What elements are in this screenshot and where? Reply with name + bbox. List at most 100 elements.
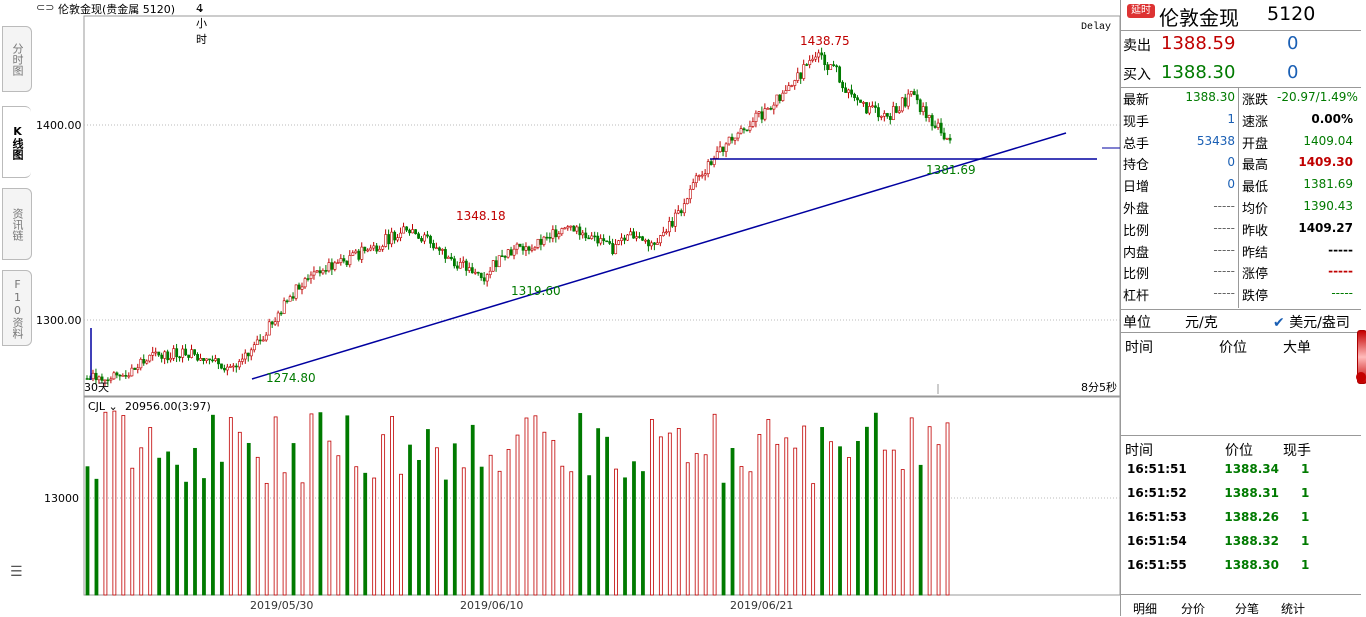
stat-value: 0 bbox=[1227, 155, 1235, 170]
big-col-price: 价位 bbox=[1219, 340, 1247, 356]
date-tick-2: 2019/06/10 bbox=[460, 599, 523, 612]
volume-tick-13000: 13000 bbox=[44, 492, 79, 505]
stat-value: ----- bbox=[1328, 242, 1353, 257]
sell-price: 1388.59 bbox=[1161, 33, 1236, 54]
stat-value: ----- bbox=[1213, 286, 1235, 301]
stat-value: 0.00% bbox=[1311, 111, 1353, 126]
buy-qty: 0 bbox=[1287, 62, 1299, 83]
annotation-last-low: 1381.69 bbox=[926, 163, 976, 177]
stat-value: 1409.30 bbox=[1298, 155, 1353, 170]
symbol-title: 伦敦金现(贵金属 5120) bbox=[58, 3, 176, 16]
date-tick-3: 2019/06/21 bbox=[730, 599, 793, 612]
tick-price: 1388.31 bbox=[1224, 486, 1279, 500]
annotation-low1: 1319.60 bbox=[511, 284, 561, 298]
tick-row: 16:51:55 1388.30 1 bbox=[1121, 554, 1361, 578]
stat-value: ----- bbox=[1328, 264, 1353, 279]
stat-label: 日增 bbox=[1123, 180, 1150, 196]
stat-label: 最高 bbox=[1242, 158, 1269, 174]
tick-col-qty: 现手 bbox=[1283, 443, 1311, 459]
tab-news[interactable]: 资讯链 bbox=[2, 188, 32, 260]
stat-label: 总手 bbox=[1123, 136, 1150, 152]
range-label: 30天 bbox=[84, 381, 109, 394]
tab-timeshare[interactable]: 分时图 bbox=[2, 26, 32, 92]
stat-value: 0 bbox=[1227, 177, 1235, 192]
stat-value: ----- bbox=[1213, 242, 1235, 257]
volume-bars bbox=[85, 410, 950, 596]
tick-price: 1388.34 bbox=[1224, 462, 1279, 476]
kline-chart[interactable]: 1400.00 1300.00 13000 2019/05/30 2019/06… bbox=[0, 0, 1120, 616]
price-tick-1400: 1400.00 bbox=[36, 119, 82, 132]
sell-label: 卖出 bbox=[1123, 38, 1151, 54]
volume-indicator-dropdown[interactable]: CJL ⌄ bbox=[88, 400, 118, 413]
quote-panel: 延时 伦敦金现 5120 卖出 1388.59 0 买入 1388.30 0 最… bbox=[1120, 0, 1366, 616]
stat-label: 比例 bbox=[1123, 267, 1150, 283]
stat-value: 1381.69 bbox=[1303, 177, 1353, 192]
big-col-time: 时间 bbox=[1125, 340, 1153, 356]
scroll-thumb[interactable] bbox=[1356, 372, 1366, 382]
tick-col-time: 时间 bbox=[1125, 443, 1153, 459]
left-tab-bar: 分时图 K线图 资讯链 F10资料 ☰ bbox=[0, 16, 32, 580]
tick-list: 16:51:51 1388.34 1 16:51:52 1388.31 1 16:5… bbox=[1121, 458, 1361, 588]
stat-label: 杠杆 bbox=[1123, 289, 1150, 305]
stat-label: 现手 bbox=[1123, 114, 1150, 130]
candlestick-series bbox=[85, 47, 952, 386]
stat-label: 昨收 bbox=[1242, 223, 1269, 239]
tick-qty: 1 bbox=[1301, 462, 1310, 476]
tick-col-price: 价位 bbox=[1225, 443, 1253, 459]
stat-label: 内盘 bbox=[1123, 245, 1150, 261]
instrument-name: 伦敦金现 bbox=[1159, 6, 1239, 30]
unit-label: 单位 bbox=[1123, 315, 1151, 331]
date-tick-1: 2019/05/30 bbox=[250, 599, 313, 612]
tick-price: 1388.32 bbox=[1224, 534, 1279, 548]
annotation-high: 1438.75 bbox=[800, 34, 850, 48]
stat-label: 均价 bbox=[1242, 202, 1269, 217]
stat-label: 持仓 bbox=[1123, 158, 1150, 174]
stat-label: 开盘 bbox=[1242, 136, 1269, 152]
link-icon: ⊂⊃ bbox=[36, 1, 55, 14]
stat-value: 1388.30 bbox=[1185, 90, 1235, 104]
stat-value: ----- bbox=[1213, 199, 1235, 213]
tab-stats[interactable]: 统计 bbox=[1281, 602, 1306, 616]
stat-value: ----- bbox=[1213, 220, 1235, 235]
tick-qty: 1 bbox=[1301, 558, 1310, 572]
stat-label: 比例 bbox=[1123, 223, 1150, 239]
stat-value: 1 bbox=[1227, 111, 1235, 126]
stat-value: 1409.04 bbox=[1303, 133, 1353, 148]
stat-label: 最低 bbox=[1242, 180, 1269, 196]
annotation-low0: 1274.80 bbox=[266, 371, 316, 385]
tick-row: 16:51:51 1388.34 1 bbox=[1121, 458, 1361, 482]
stat-value: 1390.43 bbox=[1303, 199, 1353, 213]
scrollbar[interactable] bbox=[1357, 330, 1366, 384]
tick-time: 16:51:53 bbox=[1127, 510, 1187, 524]
stat-value: 1409.27 bbox=[1298, 220, 1353, 235]
tab-f10[interactable]: F10资料 bbox=[2, 270, 32, 346]
delay-label: Delay bbox=[1081, 21, 1111, 33]
countdown-label: 8分5秒 bbox=[1081, 380, 1117, 394]
trend-line bbox=[251, 132, 1067, 380]
stat-label: 昨结 bbox=[1242, 245, 1269, 261]
stat-value: ----- bbox=[1331, 286, 1353, 301]
tab-trades[interactable]: 分笔 bbox=[1235, 602, 1260, 616]
stat-label: 涨跌 bbox=[1242, 93, 1269, 108]
delay-badge: 延时 bbox=[1127, 4, 1155, 18]
title-bar: ⊂⊃ 伦敦金现(贵金属 5120) 4小时 ⌄ bbox=[36, 1, 207, 46]
instrument-code: 5120 bbox=[1267, 3, 1316, 25]
price-tick-1300: 1300.00 bbox=[36, 314, 82, 327]
unit-option-yuan[interactable]: 元/克 bbox=[1185, 315, 1218, 331]
tab-price-dist[interactable]: 分价 bbox=[1181, 602, 1206, 616]
tick-time: 16:51:52 bbox=[1127, 486, 1187, 500]
menu-icon[interactable]: ☰ bbox=[10, 564, 23, 580]
stat-label: 涨停 bbox=[1242, 267, 1269, 283]
tick-qty: 1 bbox=[1301, 510, 1310, 524]
tick-time: 16:51:55 bbox=[1127, 558, 1187, 572]
tick-row: 16:51:53 1388.26 1 bbox=[1121, 506, 1361, 530]
stat-label: 最新 bbox=[1123, 93, 1150, 108]
annotation-high2: 1348.18 bbox=[456, 209, 506, 223]
tab-detail[interactable]: 明细 bbox=[1133, 602, 1158, 616]
stat-label: 跌停 bbox=[1242, 289, 1269, 305]
stat-value: 53438 bbox=[1196, 133, 1235, 148]
tick-time: 16:51:54 bbox=[1127, 534, 1187, 548]
stats-table: 最新 1388.30 涨跌 -20.97/1.49% 现手 1 速涨 0.00% 总手 53438… bbox=[1121, 88, 1361, 308]
tab-kline[interactable]: K线图 bbox=[2, 106, 31, 178]
unit-option-usd[interactable]: ✔ 美元/盎司 bbox=[1273, 315, 1350, 331]
